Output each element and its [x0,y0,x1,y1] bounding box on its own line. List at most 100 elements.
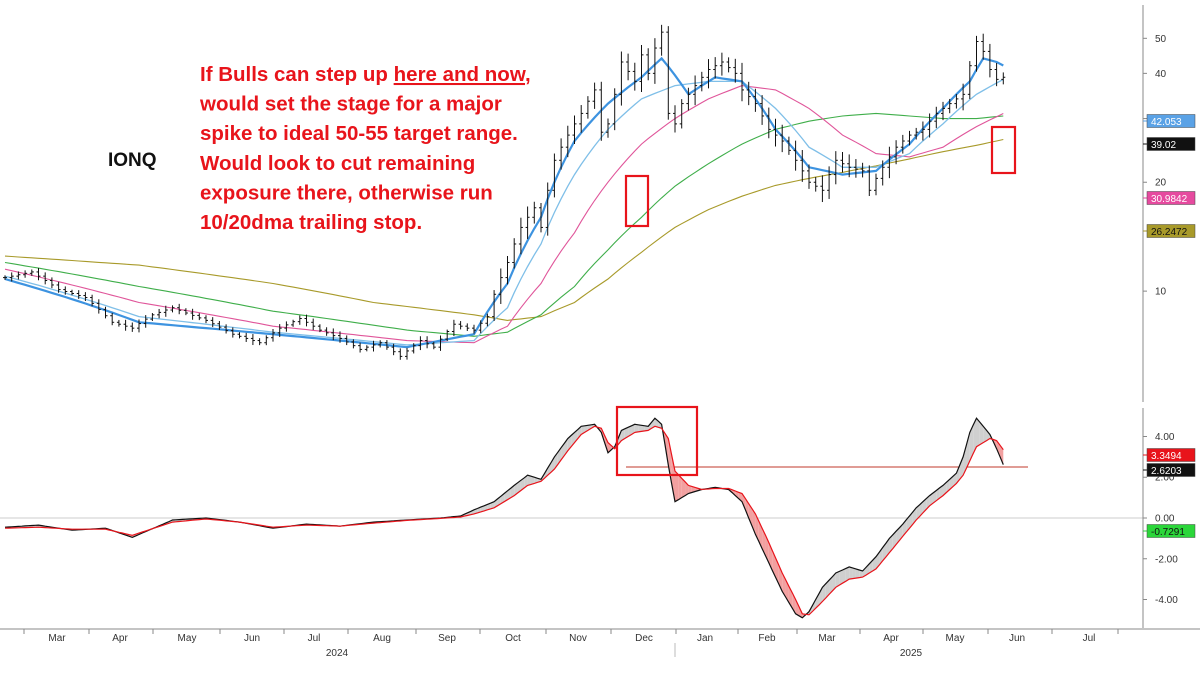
oscillator-tag-label: -0.7291 [1151,527,1185,538]
month-label: Jun [1009,633,1025,644]
price-bar [994,62,999,87]
price-bar [659,24,664,56]
oscillator-fill-segment [624,427,629,439]
price-bar [894,140,899,165]
month-label: Dec [635,633,653,644]
oscillator-fill-segment [906,515,910,533]
oscillator-value-tags: 3.3494 2.6203 -0.7291 [1143,448,1196,538]
oscillator-fill-segment [892,531,897,549]
price-bar [693,75,698,106]
price-bar [230,327,235,338]
price-bar [626,53,631,81]
price-bar [786,136,791,155]
price-bar [606,118,610,138]
oscillator-fill-segment [547,462,552,476]
price-bar [492,290,497,321]
oscillator-fill-segment [959,456,964,480]
price-tag-box [1146,224,1196,238]
oscillator-tag-box [1146,463,1196,477]
price-value-tags: 42.053 39.02 30.9842 26.2472 [1143,114,1196,238]
annotation-text-block: If Bulls can step up here and now, would … [199,63,531,234]
price-bar [297,315,302,325]
price-bar [927,113,932,138]
price-bar [800,150,805,182]
price-tag-label: 30.9842 [1151,194,1188,205]
price-bar [639,44,644,92]
oscillator-fill-segment [969,425,974,461]
oscillator-fill-segment [819,587,823,605]
price-bar [793,140,798,171]
price-tag: 30.9842 [1143,191,1196,205]
price-axis-tick-label: 20 [1155,178,1167,189]
price-bar [324,327,329,336]
price-bar [371,340,376,352]
price-bar [572,115,577,144]
oscillator-fill-segment [963,444,967,476]
month-label: Nov [569,633,587,644]
oscillator-fill-segment [678,474,682,500]
oscillator-fill-segment [762,528,766,556]
price-bar [686,87,691,111]
annotation-emphasis: here and now [394,63,526,86]
price-bar [338,331,342,343]
price-tag: 39.02 [1143,137,1196,151]
oscillator-fill-segment [628,425,632,437]
annotation-segment: If Bulls can step up [200,63,394,86]
price-bar [96,299,101,314]
price-bar [545,182,550,236]
price-bar [103,306,108,319]
annotation-line: Would look to cut remaining [200,152,475,175]
price-bar [713,57,718,79]
price-bar [954,94,959,109]
annotation-line: exposure there, otherwise run [200,181,493,204]
month-label: Mar [818,633,836,644]
oscillator-tag-box [1146,524,1196,538]
price-bar [760,95,765,125]
oscillator-fill-segment [527,475,531,486]
oscillator-fill-segment [973,418,977,454]
month-label: Jun [244,633,260,644]
price-bar [820,175,825,203]
price-bar [967,61,972,100]
oscillator-fill-segment [859,569,863,578]
oscillator-fill-segment [551,456,555,473]
price-bar [472,324,476,334]
oscillator-fill-segment [896,527,900,545]
price-bar [130,322,135,332]
oscillator-fill-segment [658,421,662,429]
dec-pullback-box [624,174,650,228]
price-bar [3,275,7,280]
price-highlight-boxes [624,125,1017,228]
oscillator-fill-segment [953,473,957,487]
price-bar [364,345,369,352]
oscillator-fill-segment [534,477,538,484]
oscillator-fill-segment [795,599,799,616]
price-bar [331,328,336,341]
oscillator-tag-label: 2.6203 [1151,466,1182,477]
oscillator-fill-segment [829,576,833,595]
price-bars [3,24,1006,360]
price-bar [344,335,349,346]
oscillator-fill-segment [765,535,769,563]
oscillator-fill-segment [889,534,893,553]
annotation-line: would set the stage for a major [199,93,502,116]
oscillator-fill-segment [507,488,511,500]
price-bar [29,269,34,276]
price-bar [197,313,202,321]
month-label: Apr [112,633,128,644]
oscillator-fill-segment [986,430,990,441]
oscillator-fill-segment [688,485,692,494]
ma-line-10dma [4,56,1004,349]
price-bar [177,303,182,315]
price-bar [612,88,617,131]
month-label: Aug [373,633,391,644]
oscillator-fill-segment [956,465,960,484]
price-bar [518,217,523,255]
price-bar [411,343,416,354]
price-bar [666,26,671,120]
price-bar [914,127,919,140]
oscillator-fill-segment [517,480,521,494]
oscillator-fill-segment [902,520,907,537]
price-bar [217,321,222,330]
